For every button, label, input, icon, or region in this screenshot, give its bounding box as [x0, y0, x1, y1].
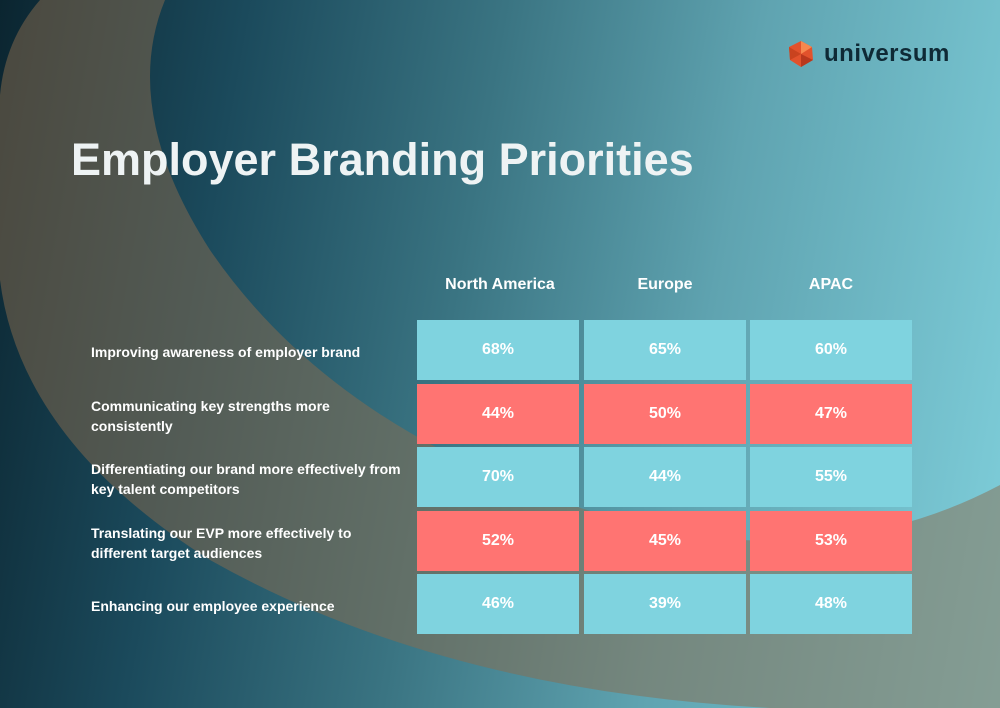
row-label: Translating our EVP more effectively to …: [91, 524, 352, 561]
table-cell: 39%: [584, 574, 746, 634]
logo-wordmark: universum: [824, 40, 950, 67]
row-label: Differentiating our brand more effective…: [91, 460, 401, 497]
table-cell: 65%: [584, 320, 746, 380]
column-header: Europe: [637, 276, 693, 293]
table-cell: 53%: [750, 511, 912, 571]
table-cell: 47%: [750, 384, 912, 444]
row-label: Communicating key strengths more consist…: [91, 397, 330, 434]
table-cell: 70%: [417, 447, 579, 507]
column-header: North America: [445, 276, 555, 293]
universum-logo-icon: [789, 41, 813, 67]
table-cell: 48%: [750, 574, 912, 634]
table-cell: 45%: [584, 511, 746, 571]
column-header: APAC: [808, 276, 854, 293]
table-cell: 52%: [417, 511, 579, 571]
table-cell: 50%: [584, 384, 746, 444]
row-label: Improving awareness of employer brand: [91, 343, 361, 360]
row-label: Enhancing our employee experience: [91, 597, 335, 614]
table-cell: 68%: [417, 320, 579, 380]
table-cell: 44%: [584, 447, 746, 507]
table-cell: 60%: [750, 320, 912, 380]
universum-logo: universum: [786, 38, 950, 70]
table-cell: 44%: [417, 384, 579, 444]
table-cell: 46%: [417, 574, 579, 634]
table-cell: 55%: [750, 447, 912, 507]
page-title: Employer Branding Priorities: [71, 134, 694, 185]
